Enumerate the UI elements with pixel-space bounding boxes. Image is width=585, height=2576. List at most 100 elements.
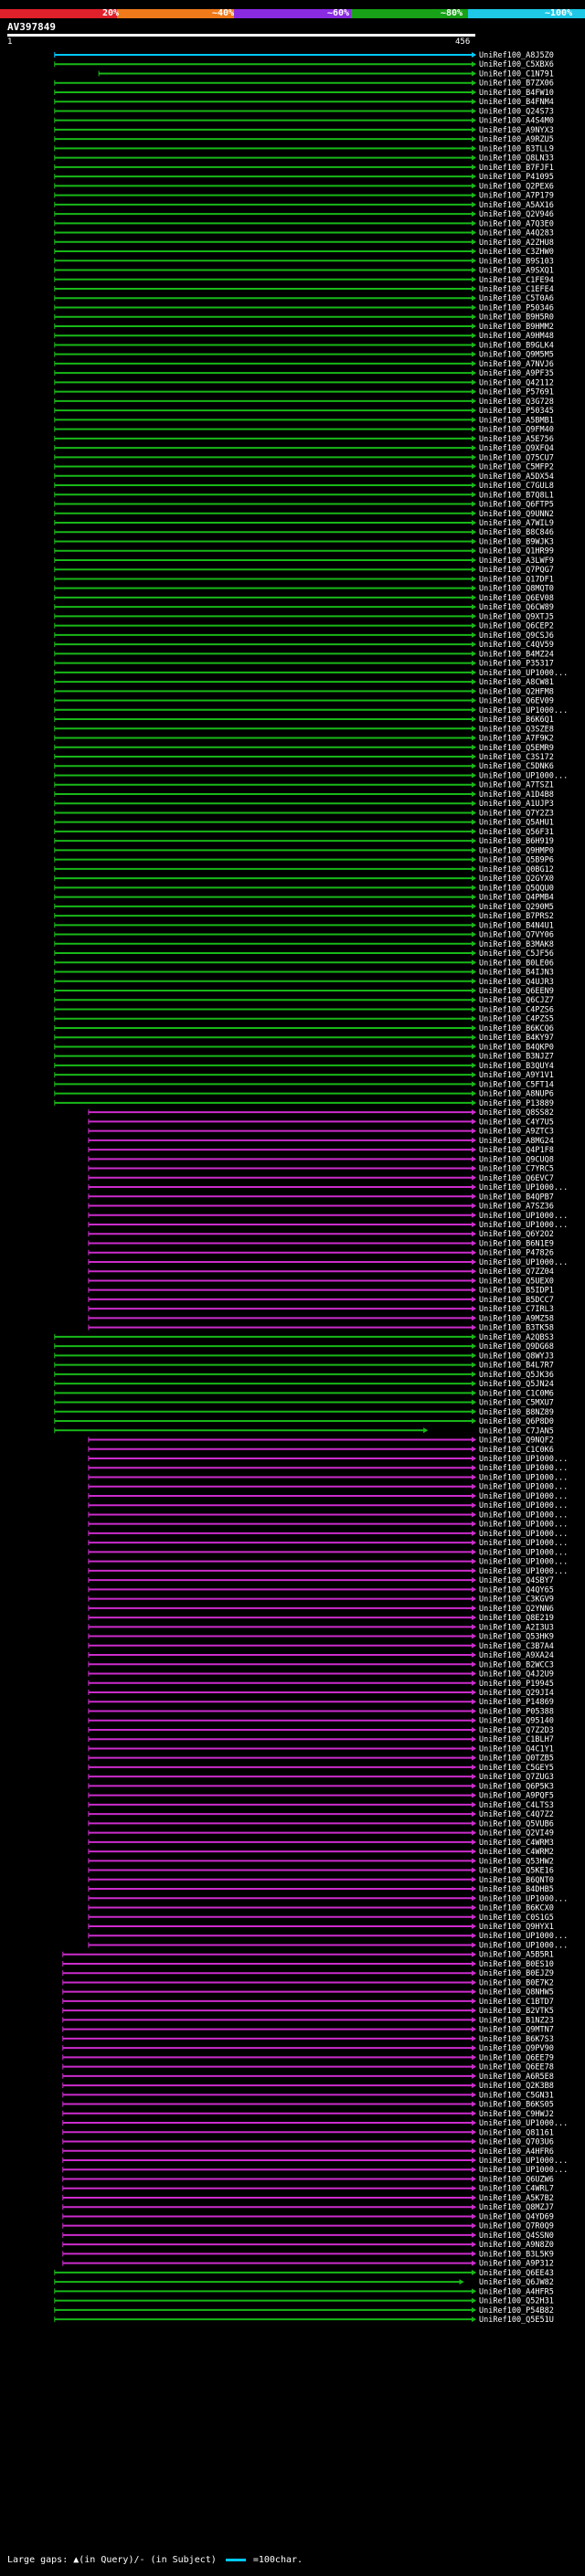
hit-label[interactable]: UniRef100_A5K7B2 bbox=[479, 2194, 554, 2203]
hit-row[interactable]: UniRef100_A5B5R1 bbox=[62, 1951, 554, 1960]
hit-label[interactable]: UniRef100_Q5EMR9 bbox=[479, 744, 554, 753]
hit-label[interactable]: UniRef100_P14869 bbox=[479, 1698, 554, 1707]
hit-row[interactable]: UniRef100_C1BTD7 bbox=[62, 1998, 554, 2007]
hit-label[interactable]: UniRef100_UP1000... bbox=[479, 1492, 568, 1501]
hit-label[interactable]: UniRef100_B3QUY4 bbox=[479, 1062, 554, 1071]
hit-label[interactable]: UniRef100_Q2GYX0 bbox=[479, 875, 554, 884]
hit-label[interactable]: UniRef100_UP1000... bbox=[479, 1473, 568, 1482]
hit-row[interactable]: UniRef100_Q5AHU1 bbox=[54, 819, 554, 828]
hit-label[interactable]: UniRef100_A9PQF5 bbox=[479, 1792, 554, 1801]
hit-row[interactable]: UniRef100_Q6JW82 bbox=[54, 2278, 554, 2287]
hit-label[interactable]: UniRef100_A9ZTC3 bbox=[479, 1128, 554, 1137]
hit-row[interactable]: UniRef100_B4N4U1 bbox=[54, 921, 554, 930]
hit-label[interactable]: UniRef100_A7SZ36 bbox=[479, 1203, 554, 1212]
hit-label[interactable]: UniRef100_Q6EVC7 bbox=[479, 1174, 554, 1183]
hit-row[interactable]: UniRef100_A5BMB1 bbox=[54, 416, 554, 425]
hit-label[interactable]: UniRef100_C5GN31 bbox=[479, 2091, 554, 2100]
hit-row[interactable]: UniRef100_Q4J2U9 bbox=[88, 1670, 554, 1680]
hit-row[interactable]: UniRef100_Q2PEX6 bbox=[54, 182, 554, 191]
hit-label[interactable]: UniRef100_C1FE94 bbox=[479, 276, 554, 285]
hit-row[interactable]: UniRef100_Q5KE16 bbox=[88, 1867, 554, 1876]
hit-row[interactable]: UniRef100_C4WRM3 bbox=[88, 1839, 554, 1848]
hit-label[interactable]: UniRef100_Q6CJZ7 bbox=[479, 996, 554, 1005]
hit-label[interactable]: UniRef100_A5AX16 bbox=[479, 201, 554, 210]
hit-row[interactable]: UniRef100_UP1000... bbox=[62, 2166, 568, 2175]
hit-row[interactable]: UniRef100_A1UJP3 bbox=[54, 800, 554, 809]
hit-label[interactable]: UniRef100_B9H5R0 bbox=[479, 313, 554, 323]
hit-row[interactable]: UniRef100_A7TSZ1 bbox=[54, 781, 554, 790]
hit-row[interactable]: UniRef100_Q3SZE8 bbox=[54, 725, 554, 734]
hit-label[interactable]: UniRef100_Q9PV90 bbox=[479, 2044, 554, 2053]
hit-label[interactable]: UniRef100_Q9XFQ4 bbox=[479, 444, 554, 453]
hit-label[interactable]: UniRef100_UP1000... bbox=[479, 2157, 568, 2166]
hit-label[interactable]: UniRef100_Q42112 bbox=[479, 378, 554, 387]
hit-label[interactable]: UniRef100_C4WRM3 bbox=[479, 1839, 554, 1848]
hit-row[interactable]: UniRef100_Q5JN24 bbox=[54, 1380, 554, 1389]
hit-row[interactable]: UniRef100_A7Q3E0 bbox=[54, 219, 554, 228]
hit-row[interactable]: UniRef100_UP1000... bbox=[88, 1183, 568, 1193]
hit-label[interactable]: UniRef100_UP1000... bbox=[479, 1530, 568, 1539]
hit-row[interactable]: UniRef100_A2I3U3 bbox=[88, 1623, 554, 1632]
hit-row[interactable]: UniRef100_B4FW10 bbox=[54, 89, 554, 98]
hit-row[interactable]: UniRef100_Q6EVC7 bbox=[88, 1174, 554, 1183]
hit-label[interactable]: UniRef100_B9S103 bbox=[479, 257, 554, 266]
hit-row[interactable]: UniRef100_A9PQF5 bbox=[88, 1792, 554, 1801]
hit-label[interactable]: UniRef100_Q56F31 bbox=[479, 828, 554, 837]
hit-row[interactable]: UniRef100_Q9DG68 bbox=[54, 1342, 554, 1352]
hit-label[interactable]: UniRef100_B4FNM4 bbox=[479, 98, 554, 107]
hit-label[interactable]: UniRef100_Q8SS82 bbox=[479, 1108, 554, 1118]
hit-row[interactable]: UniRef100_UP1000... bbox=[54, 771, 568, 780]
hit-row[interactable]: UniRef100_C3B7A4 bbox=[88, 1642, 554, 1651]
hit-row[interactable]: UniRef100_C4WRL7 bbox=[62, 2185, 554, 2194]
hit-label[interactable]: UniRef100_P05388 bbox=[479, 1707, 554, 1716]
hit-label[interactable]: UniRef100_Q290M5 bbox=[479, 903, 554, 912]
hit-label[interactable]: UniRef100_Q4J2U9 bbox=[479, 1670, 554, 1680]
hit-row[interactable]: UniRef100_Q7PQG7 bbox=[54, 566, 554, 575]
hit-label[interactable]: UniRef100_Q75CU7 bbox=[479, 453, 554, 462]
hit-label[interactable]: UniRef100_C1BLH7 bbox=[479, 1735, 554, 1744]
hit-label[interactable]: UniRef100_Q6CW89 bbox=[479, 603, 554, 612]
hit-label[interactable]: UniRef100_Q1HR99 bbox=[479, 547, 554, 557]
hit-row[interactable]: UniRef100_UP1000... bbox=[88, 1548, 568, 1557]
hit-label[interactable]: UniRef100_UP1000... bbox=[479, 1548, 568, 1557]
hit-row[interactable]: UniRef100_Q6EE78 bbox=[62, 2063, 554, 2072]
hit-row[interactable]: UniRef100_Q290M5 bbox=[54, 903, 554, 912]
hit-row[interactable]: UniRef100_B3TLL9 bbox=[54, 144, 554, 154]
hit-label[interactable]: UniRef100_Q17DF1 bbox=[479, 575, 554, 584]
hit-label[interactable]: UniRef100_A9P312 bbox=[479, 2260, 554, 2269]
hit-label[interactable]: UniRef100_A6R5E8 bbox=[479, 2072, 554, 2082]
hit-row[interactable]: UniRef100_C4LTS3 bbox=[88, 1801, 554, 1810]
hit-label[interactable]: UniRef100_B2WCC3 bbox=[479, 1660, 554, 1670]
hit-row[interactable]: UniRef100_A7WIL9 bbox=[54, 519, 554, 528]
hit-row[interactable]: UniRef100_Q8SS82 bbox=[88, 1108, 554, 1118]
hit-row[interactable]: UniRef100_UP1000... bbox=[88, 1539, 568, 1548]
hit-label[interactable]: UniRef100_Q24S73 bbox=[479, 107, 554, 116]
hit-row[interactable]: UniRef100_Q8MZJ7 bbox=[62, 2203, 554, 2212]
hit-label[interactable]: UniRef100_A8CW81 bbox=[479, 678, 554, 687]
hit-label[interactable]: UniRef100_A9HM48 bbox=[479, 332, 554, 341]
hit-row[interactable]: UniRef100_C5JF56 bbox=[54, 949, 554, 959]
hit-row[interactable]: UniRef100_Q6EEN9 bbox=[54, 987, 554, 996]
hit-row[interactable]: UniRef100_Q4SBY7 bbox=[88, 1576, 554, 1585]
hit-label[interactable]: UniRef100_Q9M5M5 bbox=[479, 351, 554, 360]
hit-label[interactable]: UniRef100_A7Q3E0 bbox=[479, 219, 554, 228]
hit-row[interactable]: UniRef100_Q9UNN2 bbox=[54, 510, 554, 519]
hit-row[interactable]: UniRef100_A1D4B8 bbox=[54, 790, 554, 800]
hit-label[interactable]: UniRef100_B8C846 bbox=[479, 528, 554, 537]
hit-label[interactable]: UniRef100_B4QKP0 bbox=[479, 1043, 554, 1052]
hit-row[interactable]: UniRef100_Q4QY65 bbox=[88, 1585, 554, 1595]
hit-row[interactable]: UniRef100_Q81161 bbox=[62, 2128, 554, 2137]
hit-label[interactable]: UniRef100_C5DNK6 bbox=[479, 762, 554, 771]
hit-row[interactable]: UniRef100_Q9CUQ8 bbox=[88, 1155, 554, 1164]
hit-label[interactable]: UniRef100_UP1000... bbox=[479, 1558, 568, 1567]
hit-label[interactable]: UniRef100_A5BMB1 bbox=[479, 416, 554, 425]
hit-row[interactable]: UniRef100_Q6EE79 bbox=[62, 2053, 554, 2062]
hit-label[interactable]: UniRef100_Q9HYX1 bbox=[479, 1923, 554, 1932]
hit-label[interactable]: UniRef100_Q703U6 bbox=[479, 2138, 554, 2147]
hit-label[interactable]: UniRef100_Q7R0Q9 bbox=[479, 2222, 554, 2231]
hit-row[interactable]: UniRef100_Q6FTP5 bbox=[54, 501, 554, 510]
hit-label[interactable]: UniRef100_Q5B9P6 bbox=[479, 856, 554, 865]
hit-row[interactable]: UniRef100_UP1000... bbox=[88, 1483, 568, 1492]
hit-row[interactable]: UniRef100_UP1000... bbox=[88, 1894, 568, 1903]
hit-label[interactable]: UniRef100_A9XA24 bbox=[479, 1651, 554, 1660]
